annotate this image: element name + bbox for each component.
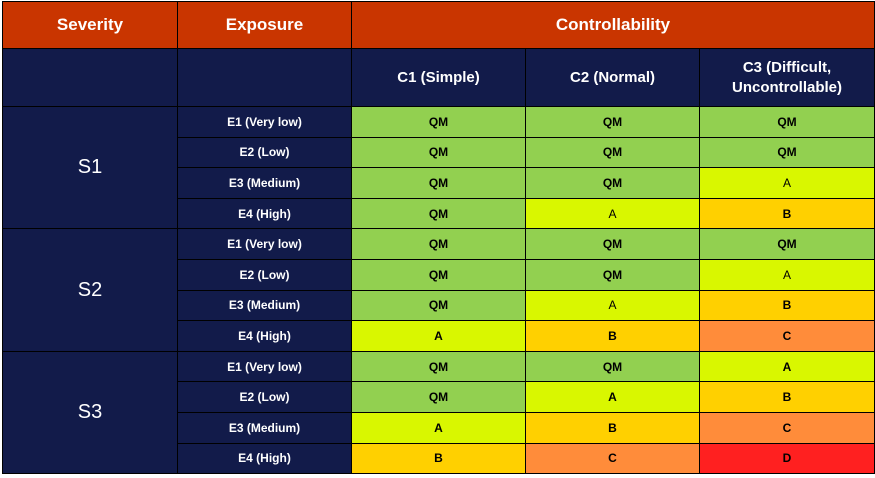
rating-cell: A — [698, 350, 875, 383]
rating-cell: QM — [525, 228, 700, 260]
rating-cell: A — [525, 289, 700, 322]
rating-cell: A — [525, 381, 700, 413]
matrix-body: S1 E1 (Very low) QM QM QM E2 (Low) QM QM QM E3 (M… — [2, 105, 875, 475]
rating-cell: QM — [525, 106, 700, 138]
rating-cell: A — [525, 197, 700, 230]
table-row: E4 (High) QM A B — [3, 197, 875, 230]
exposure-cell: E2 (Low) — [177, 381, 352, 413]
column-header-c3-label-line2: Uncontrollable) — [732, 78, 843, 96]
severity-header: Severity — [2, 1, 178, 49]
exposure-cell: E4 (High) — [177, 442, 352, 475]
rating-cell: A — [351, 320, 526, 352]
table-row: E3 (Medium) A B C — [3, 411, 875, 444]
rating-cell: B — [698, 197, 875, 230]
table-row: E2 (Low) QM QM QM — [3, 136, 875, 169]
exposure-cell: E1 (Very low) — [177, 350, 352, 383]
exposure-cell: E4 (High) — [177, 197, 352, 230]
exposure-subheader-blank — [177, 48, 352, 107]
column-header-c3: C3 (Difficult, Uncontrollable) — [698, 48, 875, 107]
rating-cell: QM — [351, 136, 526, 169]
severity-cell: S1 — [2, 105, 178, 230]
table-row: S2 E1 (Very low) QM QM QM — [2, 228, 875, 352]
exposure-cell: E2 (Low) — [177, 258, 352, 291]
table-row: E2 (Low) QM QM A — [3, 258, 875, 291]
severity-cell: S3 — [2, 350, 178, 475]
severity-subheader-blank — [2, 48, 178, 107]
exposure-cell: E1 (Very low) — [177, 228, 352, 260]
rating-cell: A — [698, 167, 875, 199]
header-row: Severity Exposure Controllability — [2, 1, 875, 49]
rating-cell: QM — [351, 106, 526, 138]
column-header-c3-label-line1: C3 (Difficult, — [742, 58, 832, 76]
rating-cell: QM — [525, 350, 700, 383]
rating-cell: QM — [351, 350, 526, 383]
rating-cell: QM — [351, 289, 526, 322]
rating-cell: B — [525, 320, 700, 352]
rating-cell: B — [698, 289, 875, 322]
rating-cell: C — [698, 320, 875, 352]
rating-cell: QM — [351, 167, 526, 199]
exposure-cell: E4 (High) — [177, 320, 352, 352]
exposure-cell: E3 (Medium) — [177, 167, 352, 199]
rating-cell: QM — [525, 258, 700, 291]
table-row: E4 (High) B C D — [3, 442, 875, 475]
rating-cell: B — [698, 381, 875, 413]
rating-cell: C — [525, 442, 700, 475]
exposure-header: Exposure — [177, 1, 352, 49]
rating-cell: QM — [698, 106, 875, 138]
column-header-c2: C2 (Normal) — [525, 48, 700, 107]
controllability-header: Controllability — [350, 1, 875, 49]
column-header-c2-label: C2 (Normal) — [569, 68, 655, 86]
rating-cell: QM — [525, 167, 700, 199]
rating-cell: B — [351, 442, 526, 475]
column-header-c1: C1 (Simple) — [351, 48, 526, 107]
rating-cell: B — [525, 411, 700, 444]
rating-cell: C — [698, 411, 875, 444]
exposure-cell: E1 (Very low) — [177, 106, 352, 138]
severity-cell: S2 — [2, 228, 178, 352]
rating-cell: QM — [698, 228, 875, 260]
exposure-cell: E2 (Low) — [177, 136, 352, 169]
rating-cell: A — [351, 411, 526, 444]
rating-cell: QM — [351, 381, 526, 413]
table-row: E2 (Low) QM A B — [3, 381, 875, 413]
table-row: S1 E1 (Very low) QM QM QM — [2, 105, 875, 230]
exposure-cell: E3 (Medium) — [177, 411, 352, 444]
exposure-cell: E3 (Medium) — [177, 289, 352, 322]
rating-cell: QM — [698, 136, 875, 169]
table-row: E3 (Medium) QM QM A — [3, 167, 875, 199]
table-row: E4 (High) A B C — [3, 320, 875, 352]
table-row: S3 E1 (Very low) QM QM A — [2, 350, 875, 475]
rating-cell: QM — [351, 258, 526, 291]
table-row: E3 (Medium) QM A B — [3, 289, 875, 322]
rating-cell: A — [698, 258, 875, 291]
rating-cell: QM — [351, 197, 526, 230]
column-header-c1-label: C1 (Simple) — [397, 68, 480, 86]
subheader-row: C1 (Simple) C2 (Normal) C3 (Difficult, U… — [2, 48, 875, 107]
rating-cell: QM — [525, 136, 700, 169]
rating-cell: D — [698, 442, 875, 475]
rating-cell: QM — [351, 228, 526, 260]
